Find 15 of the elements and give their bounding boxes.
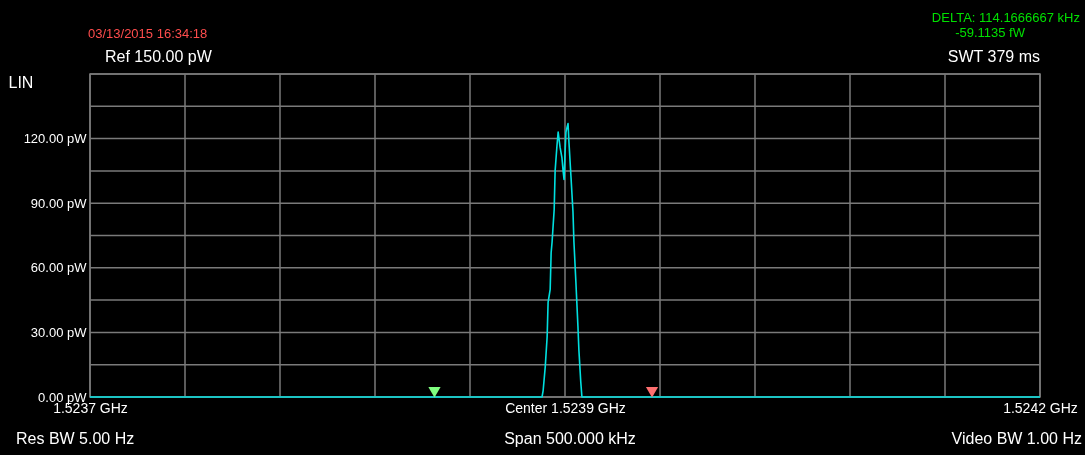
x-tick-label: Center 1.5239 GHz — [505, 399, 626, 416]
text: -59.1135 fW — [955, 25, 1026, 40]
text: DELTA: 114.1666667 kHz — [931, 10, 1080, 25]
x-tick-label: 1.5242 GHz — [1003, 399, 1078, 416]
text: Res BW 5.00 Hz — [16, 430, 135, 447]
y-tick-label: 30.00 pW — [30, 324, 88, 340]
text: 03/13/2015 16:34:18 — [88, 26, 208, 41]
y-tick-label: 60.00 pW — [30, 260, 88, 276]
y-axis-title: LIN — [8, 73, 34, 91]
text: Ref 150.00 pW — [105, 48, 213, 65]
text: Span 500.000 kHz — [504, 430, 636, 447]
y-tick-label: 120.00 pW — [23, 131, 88, 147]
text: SWT 379 ms — [947, 48, 1040, 65]
y-tick-label: 90.00 pW — [30, 195, 88, 211]
text: Video BW 1.00 Hz — [951, 430, 1082, 447]
